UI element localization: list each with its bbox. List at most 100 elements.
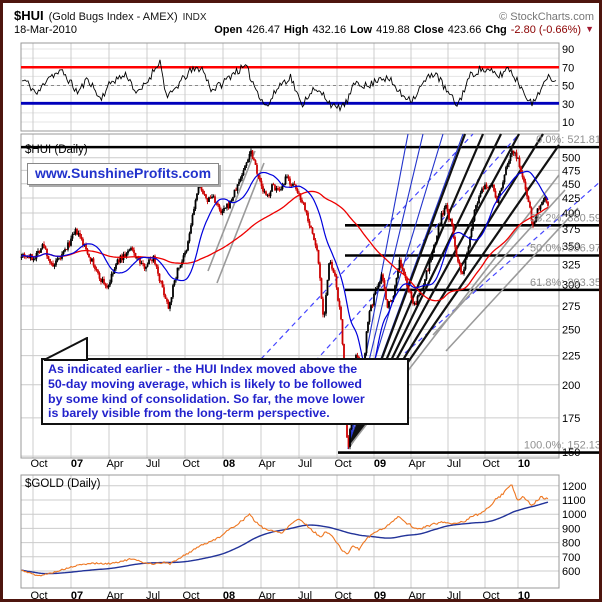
svg-text:600: 600 [562, 566, 580, 578]
chart-header-row1: $HUI (Gold Bugs Index - AMEX) INDX © Sto… [14, 8, 594, 23]
svg-text:38.2%: 380.59: 38.2%: 380.59 [530, 212, 601, 224]
svg-text:10: 10 [518, 458, 530, 470]
svg-text:Oct: Oct [182, 458, 199, 470]
svg-text:07: 07 [71, 590, 83, 602]
high-label: High [283, 24, 309, 36]
svg-text:1000: 1000 [562, 509, 586, 521]
svg-text:250: 250 [562, 324, 580, 336]
svg-text:07: 07 [71, 458, 83, 470]
svg-text:175: 175 [562, 413, 580, 425]
svg-text:900: 900 [562, 523, 580, 535]
down-triangle-icon: ▼ [585, 24, 594, 34]
svg-text:Apr: Apr [106, 458, 123, 470]
annotation-line: by some kind of consolidation. So far, t… [48, 391, 365, 406]
svg-text:Jul: Jul [298, 458, 312, 470]
rsi-panel [20, 42, 560, 132]
svg-text:1200: 1200 [562, 481, 586, 493]
rsi-axis-labels: 90 70 50 30 10 [562, 44, 574, 129]
gold-x-axis: Oct 07 Apr Jul Oct 08 Apr Jul Oct 09 Apr Jul Oct 10 [30, 590, 530, 602]
svg-text:Oct: Oct [30, 458, 47, 470]
svg-text:09: 09 [374, 458, 386, 470]
fibonacci-lines [21, 145, 599, 454]
ohlc-readout: Open 426.47 High 432.16 Low 419.88 Close… [214, 24, 594, 36]
svg-text:30: 30 [562, 99, 574, 111]
svg-text:Oct: Oct [334, 590, 351, 602]
hui-moving-averages [21, 170, 549, 372]
svg-text:300: 300 [562, 279, 580, 291]
gold-axis-labels: 1200 1100 1000 900 800 700 600 $GOLD (Daily) [25, 478, 586, 578]
open-label: Open [214, 24, 243, 36]
svg-text:70: 70 [562, 62, 574, 74]
symbol-type: INDX [182, 12, 207, 23]
symbol: $HUI [14, 8, 44, 23]
svg-text:Oct: Oct [30, 590, 47, 602]
svg-text:325: 325 [562, 259, 580, 271]
gold-panel [20, 474, 560, 589]
stockcharts-credit[interactable]: © StockCharts.com [499, 11, 594, 23]
svg-text:Jul: Jul [146, 458, 160, 470]
svg-text:10: 10 [562, 117, 574, 129]
svg-text:800: 800 [562, 538, 580, 550]
chg-value: -2.80 (-0.66%) [510, 24, 582, 36]
gold-panel-title: $GOLD (Daily) [25, 478, 101, 490]
svg-text:Oct: Oct [482, 590, 499, 602]
low-label: Low [350, 24, 373, 36]
chart-date: 18-Mar-2010 [14, 24, 77, 36]
svg-text:Jul: Jul [447, 458, 461, 470]
svg-text:350: 350 [562, 241, 580, 253]
sunshineprofits-watermark[interactable]: www.SunshineProfits.com [27, 163, 220, 185]
svg-text:150: 150 [562, 447, 580, 459]
svg-text:08: 08 [223, 590, 235, 602]
svg-text:Apr: Apr [408, 458, 425, 470]
svg-text:500: 500 [562, 153, 580, 165]
close-label: Close [413, 24, 444, 36]
open-value: 426.47 [246, 24, 280, 36]
hui-panel-title: $HUI (Daily) [25, 144, 88, 156]
svg-text:Oct: Oct [482, 458, 499, 470]
svg-text:375: 375 [562, 224, 580, 236]
chg-label: Chg [485, 24, 507, 36]
annotation-box: As indicated earlier - the HUI Index mov… [41, 337, 409, 426]
svg-text:700: 700 [562, 552, 580, 564]
svg-text:1100: 1100 [562, 495, 586, 507]
svg-text:475: 475 [562, 165, 580, 177]
svg-text:Apr: Apr [106, 590, 123, 602]
svg-text:Apr: Apr [258, 458, 275, 470]
close-value: 423.66 [447, 24, 482, 36]
svg-text:400: 400 [562, 208, 580, 220]
svg-text:50: 50 [562, 81, 574, 93]
annotation-line: 50-day moving average, which is likely t… [48, 376, 362, 391]
annotation-pointer [43, 337, 88, 361]
svg-text:Apr: Apr [258, 590, 275, 602]
annotation-line: is barely visible from the long-term per… [48, 406, 330, 421]
svg-text:50.0%: 336.97: 50.0%: 336.97 [530, 243, 601, 255]
svg-text:90: 90 [562, 44, 574, 56]
svg-text:Jul: Jul [146, 590, 160, 602]
svg-text:Apr: Apr [408, 590, 425, 602]
fibonacci-labels: 0.0%: 521.81 38.2%: 380.59 50.0%: 336.97 61… [524, 134, 601, 452]
high-value: 432.16 [312, 24, 347, 36]
svg-text:Jul: Jul [298, 590, 312, 602]
svg-text:450: 450 [562, 179, 580, 191]
svg-text:08: 08 [223, 458, 235, 470]
annotation-line: As indicated earlier - the HUI Index mov… [48, 362, 358, 376]
svg-text:Oct: Oct [334, 458, 351, 470]
chart-header-row2: 18-Mar-2010 Open 426.47 High 432.16 Low … [14, 24, 594, 36]
svg-text:425: 425 [562, 193, 580, 205]
svg-text:0.0%: 521.81: 0.0%: 521.81 [536, 134, 601, 146]
svg-text:10: 10 [518, 590, 530, 602]
low-value: 419.88 [376, 24, 410, 36]
svg-text:275: 275 [562, 301, 580, 313]
svg-text:225: 225 [562, 351, 580, 363]
svg-text:09: 09 [374, 590, 386, 602]
hui-x-axis: Oct 07 Apr Jul Oct 08 Apr Jul Oct 09 Apr Jul Oct 10 [30, 458, 530, 470]
svg-text:Jul: Jul [447, 590, 461, 602]
svg-text:Oct: Oct [182, 590, 199, 602]
svg-text:61.8%: 293.35: 61.8%: 293.35 [530, 277, 601, 289]
svg-text:100.0%: 152.13: 100.0%: 152.13 [524, 440, 601, 452]
symbol-name: (Gold Bugs Index - AMEX) [48, 11, 178, 23]
svg-text:200: 200 [562, 380, 580, 392]
